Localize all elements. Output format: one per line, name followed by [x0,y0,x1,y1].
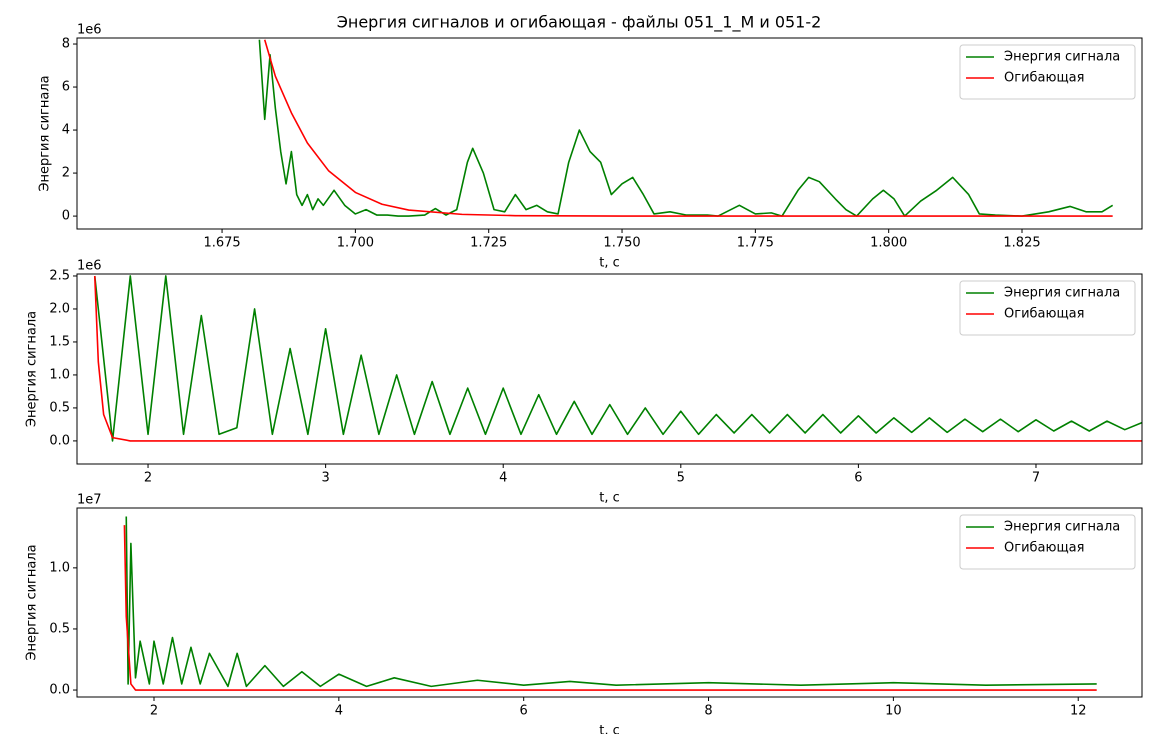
y-tick-label: 1.0 [49,560,70,575]
y-tick-label: 0.0 [49,433,70,448]
y-tick-label: 0.5 [49,621,70,636]
legend-box [959,280,1136,336]
y-tick-label: 0.0 [49,683,70,698]
axes-frame [76,273,1143,465]
y-axis-label: Энергия сигнала [25,311,40,427]
series-line [93,275,1142,442]
axes-frame [76,507,1143,698]
x-tick-label: 1.700 [337,236,374,251]
x-tick-label: 4 [335,704,343,719]
x-tick-label: 1.800 [870,236,907,251]
y-tick-label: 1.0 [49,367,70,382]
legend-label: Энергия сигнала [1004,286,1120,301]
legend-label: Энергия сигнала [1004,520,1120,535]
offset-label: 1e7 [77,493,102,508]
y-axis-label: Энергия сигнала [38,75,53,191]
x-tick-label: 1.725 [470,236,507,251]
legend-label: Огибающая [1004,71,1084,86]
series-line [125,516,1097,688]
legend-box [959,44,1136,100]
x-tick-label: 3 [321,471,329,486]
figure-title: Энергия сигналов и огибающая - файлы 051… [337,13,822,33]
x-tick-label: 5 [677,471,685,486]
x-axis-label: t, с [599,724,620,734]
legend-box [959,514,1136,570]
x-tick-label: 6 [854,471,862,486]
legend-label: Огибающая [1004,307,1084,322]
x-tick-label: 4 [499,471,507,486]
x-tick-label: 8 [704,704,712,719]
y-tick-label: 6 [62,80,70,95]
x-tick-label: 10 [885,704,902,719]
y-tick-label: 0 [62,209,70,224]
series-line [263,39,1113,217]
y-tick-label: 2.0 [49,301,70,316]
legend-label: Огибающая [1004,541,1084,556]
x-tick-label: 1.825 [1003,236,1040,251]
legend-label: Энергия сигнала [1004,50,1120,65]
y-axis-label: Энергия сигнала [25,544,40,660]
y-tick-label: 4 [62,123,70,138]
x-axis-label: t, с [599,491,620,506]
y-tick-label: 0.5 [49,400,70,415]
x-axis-label: t, с [599,256,620,271]
series-line [123,525,1097,691]
x-tick-label: 12 [1070,704,1087,719]
series-line [93,275,1142,442]
x-tick-label: 1.750 [603,236,640,251]
offset-label: 1e6 [77,259,102,274]
axes-frame [76,37,1143,230]
y-tick-label: 2.5 [49,268,70,283]
y-tick-label: 2 [62,166,70,181]
x-tick-label: 1.675 [203,236,240,251]
x-tick-label: 6 [520,704,528,719]
y-tick-label: 8 [62,37,70,52]
x-tick-label: 7 [1032,471,1040,486]
x-tick-label: 2 [144,471,152,486]
x-tick-label: 2 [150,704,158,719]
x-tick-label: 1.775 [737,236,774,251]
y-tick-label: 1.5 [49,334,70,349]
series-line [258,39,1114,217]
offset-label: 1e6 [77,23,102,38]
